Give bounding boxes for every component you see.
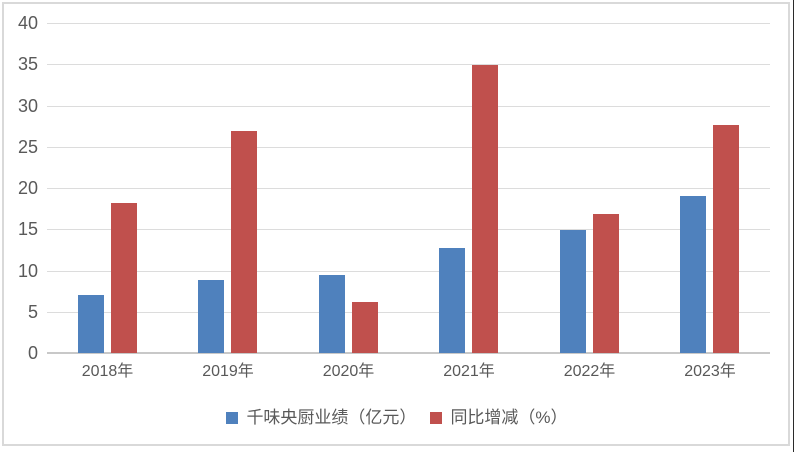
bar-revenue-2020年 <box>318 275 345 353</box>
bar-revenue-2023年 <box>680 196 707 354</box>
gridline-10 <box>47 271 770 272</box>
y-tick-label-35: 35 <box>17 54 38 74</box>
gridline-35 <box>47 64 770 65</box>
bar-revenue-2021年 <box>439 248 466 353</box>
x-tick-label-2023年: 2023年 <box>684 363 736 380</box>
x-tick-label-2019年: 2019年 <box>202 363 254 380</box>
legend: 千味央厨业绩（亿元） 同比增减（%） <box>0 404 794 432</box>
bar-growth-2020年 <box>351 301 378 353</box>
legend-swatch-revenue <box>226 412 239 424</box>
x-tick-label-2018年: 2018年 <box>81 363 134 380</box>
legend-swatch-growth <box>430 412 443 424</box>
legend-item-growth: 同比增减（%） <box>430 407 568 429</box>
legend-label-revenue: 千味央厨业绩（亿元） <box>246 408 417 427</box>
bar-growth-2023年 <box>713 124 740 353</box>
x-tick-label-2021年: 2021年 <box>443 363 495 380</box>
gridline-20 <box>47 188 770 189</box>
y-tick-label-0: 0 <box>27 343 38 363</box>
y-tick-label-10: 10 <box>17 261 38 281</box>
bar-revenue-2019年 <box>198 279 225 353</box>
bar-growth-2018年 <box>110 202 137 353</box>
y-tick-label-40: 40 <box>17 13 38 33</box>
y-tick-label-5: 5 <box>27 302 38 322</box>
y-tick-label-30: 30 <box>17 96 38 116</box>
x-tick-label-2022年: 2022年 <box>563 363 616 380</box>
gridline-5 <box>47 312 770 313</box>
bar-growth-2019年 <box>231 131 258 353</box>
y-tick-label-25: 25 <box>17 137 38 157</box>
bar-growth-2021年 <box>472 65 499 353</box>
bar-growth-2022年 <box>592 213 619 353</box>
y-tick-label-15: 15 <box>17 219 38 239</box>
legend-item-revenue: 千味央厨业绩（亿元） <box>226 407 416 429</box>
bar-revenue-2018年 <box>77 295 104 353</box>
legend-label-growth: 同比增减（%） <box>450 408 568 427</box>
gridline-40 <box>47 23 770 24</box>
x-tick-label-2020年: 2020年 <box>322 363 375 380</box>
gridline-30 <box>47 106 770 107</box>
x-axis-line <box>47 352 770 354</box>
gridline-15 <box>47 229 770 230</box>
bar-revenue-2022年 <box>559 230 586 353</box>
gridline-25 <box>47 147 770 148</box>
y-tick-label-20: 20 <box>17 178 38 198</box>
